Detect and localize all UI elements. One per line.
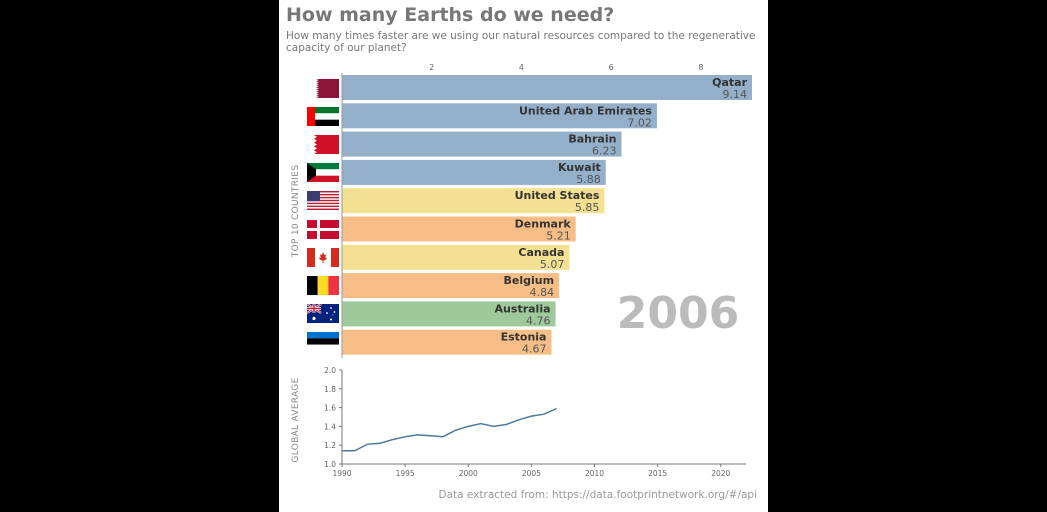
bar-category-label: Bahrain	[568, 133, 616, 146]
bar-category-label: Kuwait	[558, 161, 601, 174]
y-tick-label: 1.0	[324, 460, 336, 469]
canada-flag	[307, 248, 339, 267]
page-subtitle: How many times faster are we using our n…	[286, 30, 756, 54]
bar-category-label: Belgium	[504, 274, 555, 287]
bar	[342, 75, 752, 100]
bar	[342, 188, 605, 214]
x-tick-label: 1995	[396, 469, 415, 478]
data-source: Data extracted from: https://data.footpr…	[438, 489, 757, 501]
bar-value-label: 5.07	[540, 258, 565, 271]
y-tick-label: 1.8	[324, 385, 336, 394]
y-tick-label: 1.6	[324, 404, 336, 413]
x-tick-label: 1990	[332, 469, 351, 478]
bar-value-label: 9.14	[723, 88, 748, 101]
kuwait-flag	[307, 163, 339, 182]
bar-category-label: United Arab Emirates	[519, 104, 652, 117]
qatar-flag	[307, 79, 339, 98]
x-tick-label: 2	[429, 63, 434, 72]
usa-flag	[307, 191, 339, 210]
bar-value-label: 6.23	[592, 145, 617, 158]
x-tick-label: 8	[698, 63, 703, 72]
year-label: 2006	[617, 288, 739, 339]
y-tick-label: 1.2	[324, 441, 336, 450]
x-tick-label: 2015	[648, 469, 667, 478]
bar	[342, 131, 622, 157]
bar	[342, 103, 657, 129]
y-tick-label: 2.0	[324, 366, 336, 375]
line-chart-ylabel: GLOBAL AVERAGE	[291, 377, 301, 463]
bar-category-label: United States	[515, 189, 600, 202]
x-tick-label: 2005	[522, 469, 541, 478]
bar-value-label: 7.02	[627, 116, 652, 129]
bar-chart-ylabel: TOP 10 COUNTRIES	[291, 164, 301, 258]
bar-value-label: 5.21	[546, 230, 571, 243]
bar	[342, 216, 576, 242]
bar-value-label: 4.67	[522, 343, 547, 356]
bar	[342, 244, 570, 270]
bar	[342, 329, 552, 355]
bar-value-label: 4.84	[530, 286, 555, 299]
bar-category-label: Australia	[495, 302, 551, 315]
page-title: How many Earths do we need?	[286, 4, 615, 26]
australia-flag	[307, 304, 339, 323]
bar	[342, 273, 560, 299]
bar	[342, 159, 606, 185]
uae-flag	[307, 107, 339, 126]
x-tick-label: 2020	[711, 469, 730, 478]
bar-category-label: Canada	[518, 246, 564, 259]
bar-category-label: Estonia	[501, 331, 547, 344]
x-tick-label: 2000	[459, 469, 478, 478]
x-tick-label: 6	[609, 63, 614, 72]
bar	[342, 301, 556, 327]
bar-category-label: Qatar	[712, 76, 747, 89]
estonia-flag	[307, 332, 339, 351]
denmark-flag	[307, 220, 339, 239]
bar-value-label: 5.85	[575, 201, 600, 214]
x-tick-label: 2010	[585, 469, 604, 478]
global-average-line	[342, 407, 557, 452]
bar-category-label: Denmark	[515, 218, 572, 231]
y-tick-label: 1.4	[324, 422, 336, 431]
x-tick-label: 4	[519, 63, 524, 72]
bar-value-label: 4.76	[526, 314, 551, 327]
belgium-flag	[307, 276, 339, 295]
bar-value-label: 5.88	[576, 173, 601, 186]
bahrain-flag	[307, 135, 339, 154]
